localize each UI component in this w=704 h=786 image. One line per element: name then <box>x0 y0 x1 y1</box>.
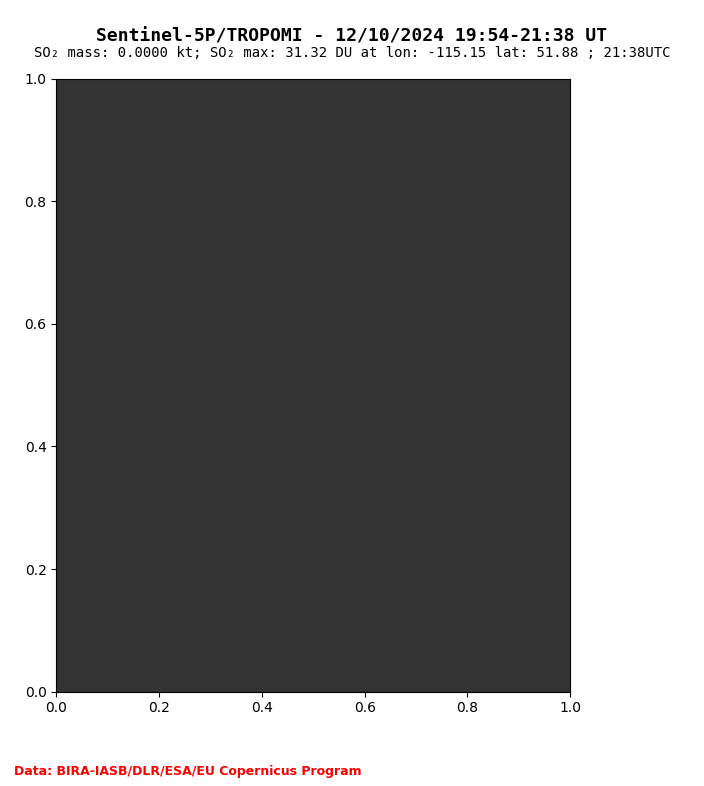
Text: Data: BIRA-IASB/DLR/ESA/EU Copernicus Program: Data: BIRA-IASB/DLR/ESA/EU Copernicus Pr… <box>14 765 362 778</box>
Text: SO₂ mass: 0.0000 kt; SO₂ max: 31.32 DU at lon: -115.15 lat: 51.88 ; 21:38UTC: SO₂ mass: 0.0000 kt; SO₂ max: 31.32 DU a… <box>34 46 670 60</box>
Text: Sentinel-5P/TROPOMI - 12/10/2024 19:54-21:38 UT: Sentinel-5P/TROPOMI - 12/10/2024 19:54-2… <box>96 28 608 46</box>
